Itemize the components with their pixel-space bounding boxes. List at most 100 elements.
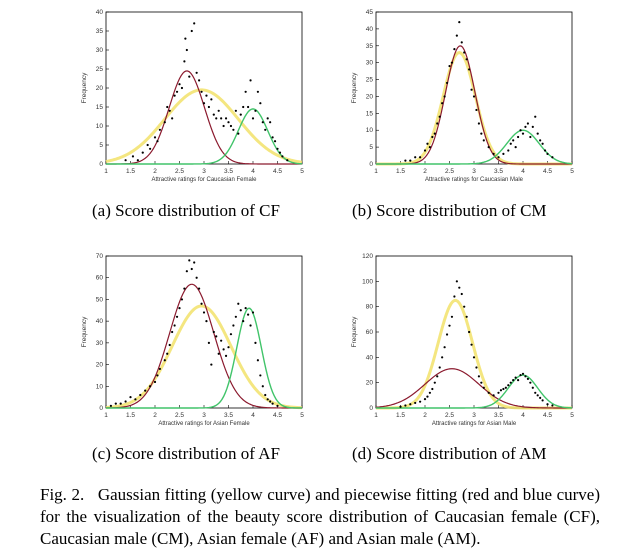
data-point xyxy=(190,29,193,33)
x-tick-label: 4 xyxy=(521,168,525,175)
x-tick-label: 2 xyxy=(423,412,427,419)
data-point xyxy=(419,400,422,403)
y-tick-label: 20 xyxy=(96,85,104,92)
data-point xyxy=(487,146,490,149)
x-tick-label: 2 xyxy=(153,412,157,419)
chart-af: 1 1.5 2 2.5 3 3.5 4 4.5 5010203040506070Attracti… xyxy=(81,253,304,427)
data-point xyxy=(153,136,157,139)
data-point xyxy=(441,356,444,359)
y-axis-label: Frequency xyxy=(81,72,88,103)
data-point xyxy=(526,122,529,125)
data-point xyxy=(114,402,117,405)
y-tick-label: 10 xyxy=(366,127,374,134)
data-point xyxy=(215,117,218,120)
x-tick-label: 4 xyxy=(521,412,525,419)
data-point xyxy=(249,324,252,327)
data-point xyxy=(224,117,228,120)
data-point xyxy=(264,393,267,397)
data-point xyxy=(526,377,529,380)
data-point xyxy=(414,156,417,159)
data-point xyxy=(514,376,517,379)
data-point xyxy=(441,102,444,105)
x-tick-label: 1 xyxy=(374,168,378,175)
data-point xyxy=(224,354,228,357)
data-point xyxy=(261,385,264,388)
x-tick-label: 3.5 xyxy=(224,412,233,419)
data-point xyxy=(502,387,505,391)
data-point xyxy=(202,102,206,105)
y-tick-label: 60 xyxy=(96,275,104,282)
data-point xyxy=(168,343,171,347)
data-point xyxy=(259,374,262,377)
data-point xyxy=(463,305,466,308)
data-point xyxy=(251,311,255,314)
data-point xyxy=(509,381,512,384)
data-point xyxy=(198,79,201,82)
x-axis-label: Attractive ratings for Asian Male xyxy=(432,421,517,427)
data-point xyxy=(269,400,272,403)
x-tick-label: 2 xyxy=(153,168,157,175)
data-point xyxy=(158,367,161,371)
x-tick-label: 3.5 xyxy=(494,412,503,419)
y-tick-label: 20 xyxy=(366,93,374,100)
data-point xyxy=(244,307,247,310)
data-point xyxy=(234,315,237,318)
piecewise-fit-curve-right xyxy=(376,129,573,165)
y-tick-label: 30 xyxy=(366,60,374,67)
data-point xyxy=(180,298,184,301)
data-point xyxy=(286,159,289,162)
x-tick-label: 4.5 xyxy=(273,168,282,175)
data-point xyxy=(438,115,441,118)
data-point xyxy=(450,61,454,64)
data-point xyxy=(443,346,446,349)
data-point xyxy=(239,309,242,312)
data-point xyxy=(264,128,267,131)
data-point xyxy=(149,147,152,150)
data-point xyxy=(232,128,235,131)
data-point xyxy=(227,346,230,349)
data-point xyxy=(273,140,277,143)
data-point xyxy=(156,374,159,377)
data-point xyxy=(210,363,213,366)
data-point xyxy=(131,155,135,158)
y-tick-label: 0 xyxy=(369,405,373,412)
piecewise-fit-curve-left xyxy=(375,368,572,409)
data-point xyxy=(546,403,549,406)
data-point xyxy=(247,105,250,109)
data-point xyxy=(193,22,196,25)
data-point xyxy=(514,146,517,149)
data-point xyxy=(234,109,237,112)
x-tick-label: 1 xyxy=(104,412,108,419)
data-point xyxy=(409,159,412,162)
x-tick-label: 2.5 xyxy=(175,168,184,175)
data-point xyxy=(222,124,225,128)
data-point xyxy=(200,90,203,93)
data-point xyxy=(521,372,525,375)
piecewise-fit-curve-right xyxy=(106,108,303,165)
data-point xyxy=(531,386,534,389)
figure-caption: Fig. 2. Gaussian fitting (yellow curve) … xyxy=(40,484,600,550)
data-point xyxy=(278,151,282,154)
data-point xyxy=(419,156,422,159)
data-point xyxy=(198,287,201,290)
data-point xyxy=(202,311,206,314)
data-point xyxy=(455,280,458,283)
y-tick-label: 20 xyxy=(366,380,374,387)
y-tick-label: 0 xyxy=(99,161,103,168)
x-tick-label: 3.5 xyxy=(494,168,503,175)
data-point xyxy=(529,381,532,384)
piecewise-fit-curve-left xyxy=(376,45,572,165)
data-point xyxy=(541,399,544,402)
x-tick-label: 4.5 xyxy=(543,412,552,419)
y-tick-label: 0 xyxy=(99,405,103,412)
y-tick-label: 10 xyxy=(96,383,104,390)
y-tick-label: 70 xyxy=(96,253,104,260)
data-point xyxy=(205,94,208,97)
piecewise-fit-curve-right xyxy=(106,307,303,409)
data-point xyxy=(536,132,539,135)
data-point xyxy=(180,86,184,90)
data-point xyxy=(472,95,476,98)
y-axis-label: Frequency xyxy=(81,316,88,347)
data-point xyxy=(178,83,181,86)
data-point xyxy=(551,404,554,407)
